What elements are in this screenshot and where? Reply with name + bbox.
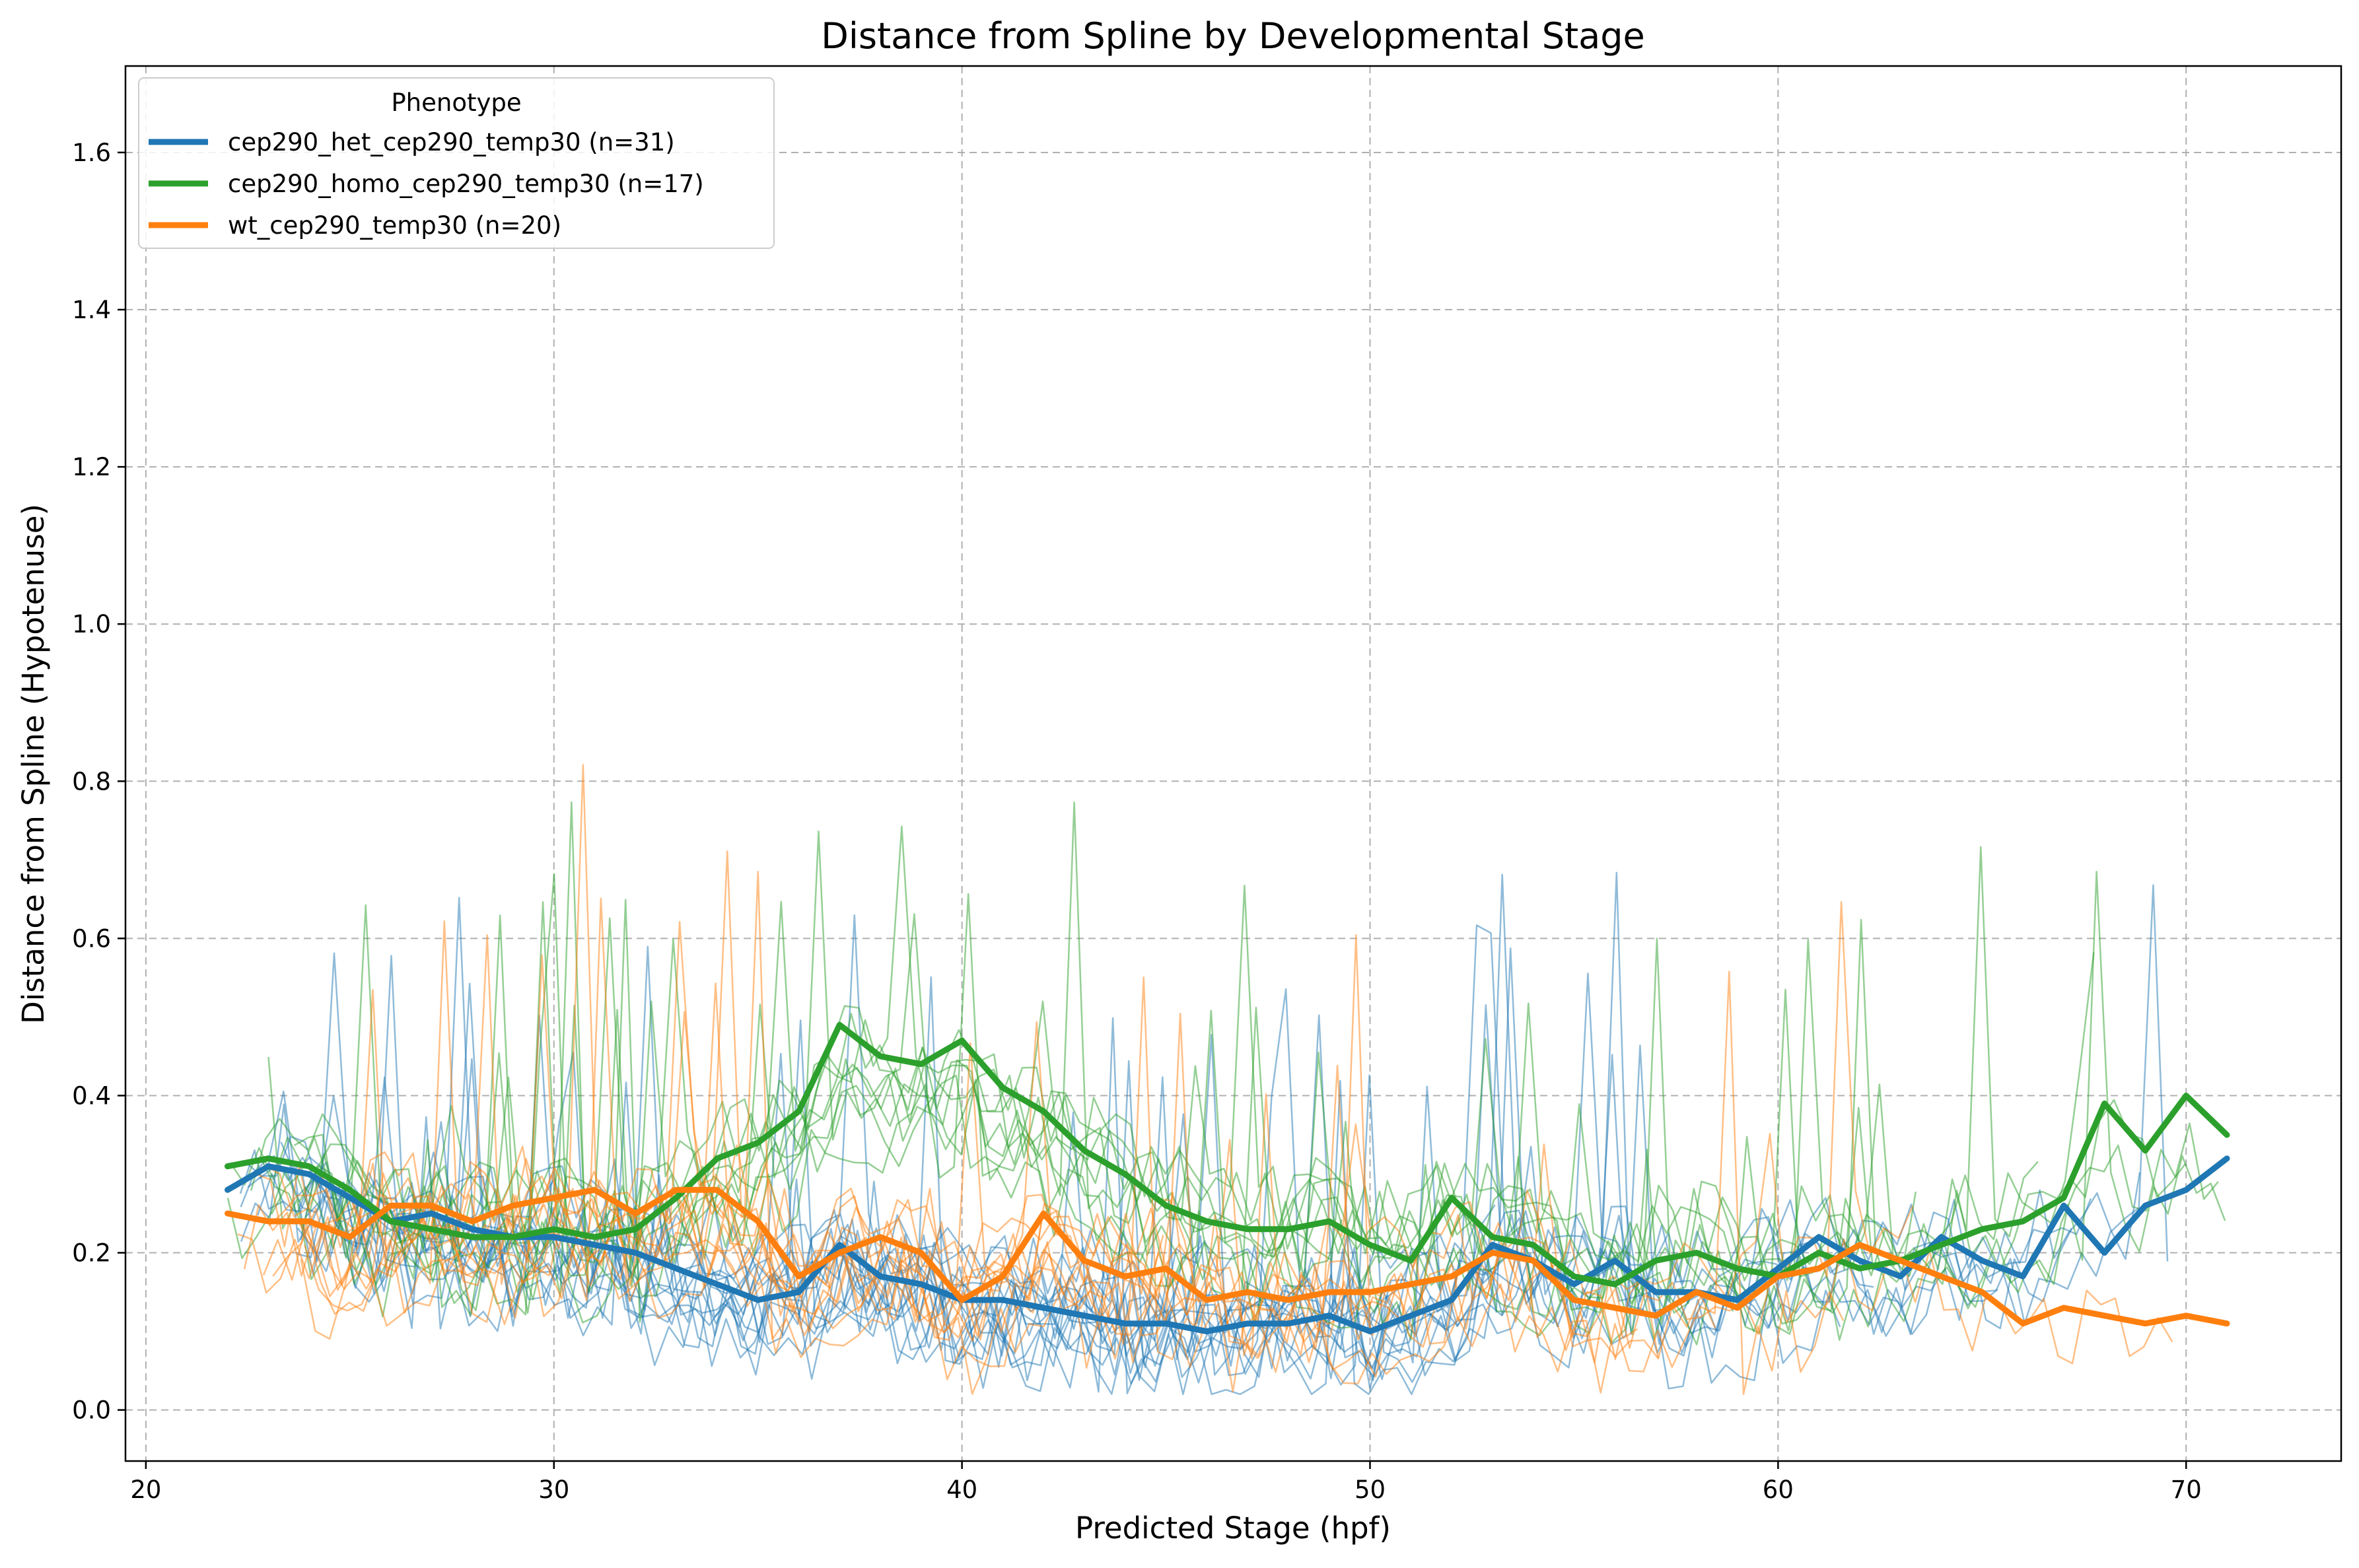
y-tick-label: 0.0 xyxy=(72,1396,111,1425)
grid-layer xyxy=(125,66,2341,1461)
individual-trace xyxy=(243,982,2173,1365)
y-tick-label: 1.2 xyxy=(72,453,111,481)
legend-title: Phenotype xyxy=(391,88,521,117)
y-axis-label: Distance from Spline (Hypotenuse) xyxy=(16,504,51,1024)
legend-label: wt_cep290_temp30 (n=20) xyxy=(228,211,561,240)
y-tick-label: 0.8 xyxy=(72,767,111,796)
chart-title: Distance from Spline by Developmental St… xyxy=(821,15,1645,57)
x-tick-label: 70 xyxy=(2171,1476,2202,1504)
y-tick-label: 0.6 xyxy=(72,924,111,953)
individual-trace xyxy=(303,1231,1391,1393)
legend-entries: cep290_het_cep290_temp30 (n=31) cep290_ho… xyxy=(149,128,704,240)
series-line-2 xyxy=(225,1186,2230,1327)
x-axis-label: Predicted Stage (hpf) xyxy=(1075,1511,1391,1546)
legend-label: cep290_homo_cep290_temp30 (n=17) xyxy=(228,170,704,198)
ticks-layer: 20 30 40 50 60 70 0.0 0.2 0.4 0.6 0.8 1.0 1.2 1.4 1.6 xyxy=(72,139,2202,1504)
individual-trace xyxy=(268,764,1170,1300)
individual-trace xyxy=(300,870,1845,1396)
x-tick-label: 20 xyxy=(130,1476,161,1504)
individual-trace xyxy=(300,988,1660,1361)
legend-label: cep290_het_cep290_temp30 (n=31) xyxy=(228,128,675,156)
y-tick-label: 0.4 xyxy=(72,1081,111,1110)
individual-trace xyxy=(259,801,1861,1334)
plot-frame xyxy=(124,65,2342,1462)
series-line-0 xyxy=(225,1155,2230,1335)
x-tick-label: 40 xyxy=(946,1476,977,1504)
individual-trace xyxy=(237,1012,1638,1364)
legend-box xyxy=(138,77,775,249)
series-line-1 xyxy=(225,1021,2230,1287)
y-tick-label: 1.4 xyxy=(72,296,111,324)
legend: Phenotype cep290_het_cep290_temp30 (n=31… xyxy=(138,77,775,249)
individual-trace xyxy=(258,897,1560,1382)
x-tick-label: 60 xyxy=(1763,1476,1794,1504)
x-tick-label: 50 xyxy=(1355,1476,1386,1504)
individual-trace xyxy=(239,914,2141,1334)
y-tick-label: 1.0 xyxy=(72,610,111,638)
series-layer xyxy=(225,1021,2230,1335)
y-tick-label: 0.2 xyxy=(72,1239,111,1268)
y-tick-label: 1.6 xyxy=(72,139,111,167)
x-tick-label: 30 xyxy=(538,1476,569,1504)
